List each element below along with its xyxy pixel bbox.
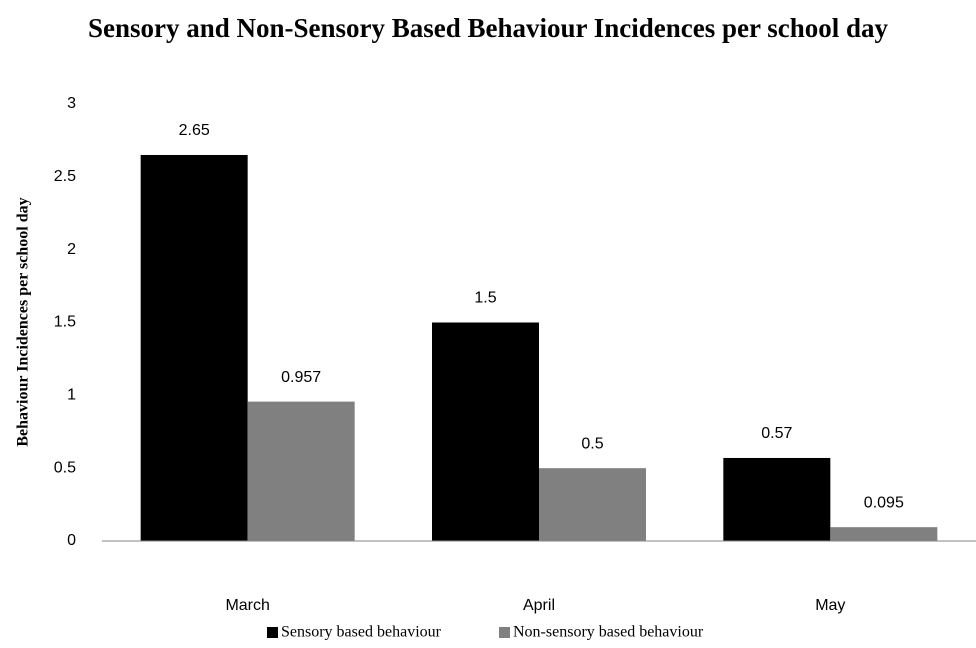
x-tick-label: April [523,597,555,614]
bar [432,322,539,541]
y-tick-label: 2 [67,241,76,258]
chart-title: Sensory and Non-Sensory Based Behaviour … [87,13,889,43]
bar [247,401,355,541]
data-label: 0.57 [761,425,792,442]
y-axis-label: Behaviour Incidences per school day [15,197,32,446]
legend-label: Non-sensory based behaviour [513,624,704,641]
y-tick-label: 1.5 [54,314,76,331]
x-tick-label: March [225,597,269,614]
bar [539,468,646,541]
bar [140,154,248,541]
legend-swatch [267,627,278,638]
data-label: 0.095 [864,494,904,511]
y-tick-label: 2.5 [54,168,76,185]
y-tick-label: 0 [67,532,76,549]
x-tick-label: May [815,597,845,614]
legend-label: Sensory based behaviour [281,624,442,641]
bar [723,457,831,541]
data-label: 0.5 [581,435,603,452]
y-tick-label: 1 [67,387,76,404]
y-tick-label: 3 [67,95,76,112]
data-label: 1.5 [474,290,496,307]
bar [830,527,938,541]
legend-swatch [499,627,510,638]
data-label: 0.957 [281,369,321,386]
y-tick-label: 0.5 [54,459,76,476]
data-label: 2.65 [179,122,210,139]
